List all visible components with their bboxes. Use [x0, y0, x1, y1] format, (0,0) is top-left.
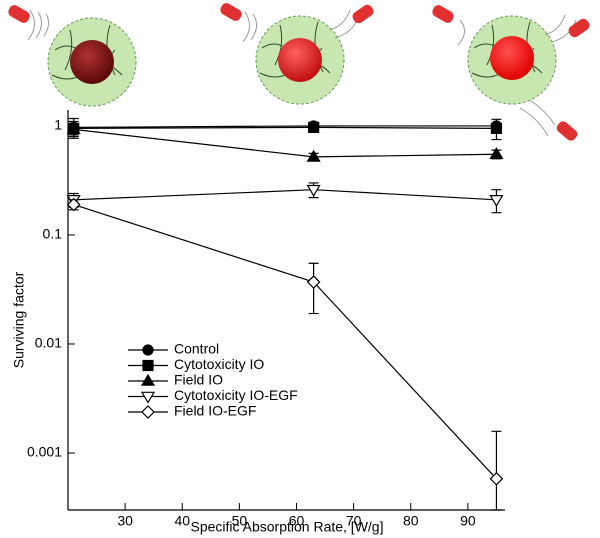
marker: [490, 122, 503, 134]
y-axis-label: Surviving factor: [11, 271, 27, 368]
y-tick-label: 0.01: [35, 335, 62, 351]
x-tick-label: 60: [289, 513, 305, 529]
legend-label: Control: [174, 341, 219, 357]
legend-label: Field IO-EGF: [174, 403, 256, 419]
marker: [66, 197, 81, 212]
x-tick-label: 50: [232, 513, 248, 529]
marker: [489, 471, 504, 486]
marker: [489, 195, 504, 208]
series-line: [73, 126, 497, 129]
marker: [489, 147, 504, 160]
x-tick-label: 90: [460, 513, 476, 529]
illustration: [8, 3, 590, 141]
marker: [308, 121, 320, 133]
series-line: [73, 189, 497, 201]
marker: [306, 184, 321, 197]
legend-marker: [142, 359, 154, 372]
legend-label: Field IO: [174, 372, 223, 388]
legend-marker: [140, 391, 156, 404]
y-tick-label: 0.001: [27, 444, 62, 460]
error-bar: [491, 430, 502, 511]
x-tick-label: 80: [403, 513, 419, 529]
x-tick-label: 70: [346, 513, 362, 529]
legend-marker: [140, 373, 156, 386]
y-tick-label: 0.1: [43, 226, 63, 242]
marker: [66, 122, 81, 135]
legend-marker: [141, 405, 155, 419]
x-tick-label: 40: [174, 513, 190, 529]
series-line: [73, 128, 497, 158]
legend-label: Cytotoxicity IO: [174, 356, 264, 372]
legend-marker: [142, 344, 154, 356]
marker: [306, 149, 321, 162]
series-line: [73, 203, 497, 480]
marker: [306, 275, 321, 289]
legend-label: Cytotoxicity IO-EGF: [174, 387, 298, 403]
y-tick-label: 1: [54, 117, 62, 133]
x-axis-label: Specific Absorption Rate, [W/g]: [191, 519, 384, 535]
x-tick-label: 30: [117, 513, 133, 529]
